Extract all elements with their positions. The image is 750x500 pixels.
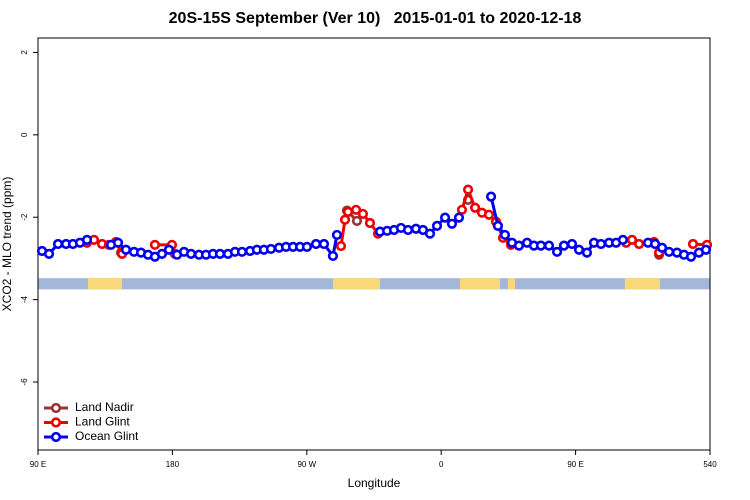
point	[335, 240, 347, 252]
land-strip	[624, 278, 660, 290]
point	[617, 234, 629, 245]
point	[185, 248, 197, 259]
point	[453, 212, 465, 223]
point	[543, 240, 555, 251]
point	[446, 218, 458, 229]
point	[120, 244, 132, 255]
point	[402, 224, 414, 236]
point	[163, 244, 175, 255]
point	[535, 240, 547, 251]
x-tick-label: 90 E	[30, 460, 46, 469]
y-tick-label: 2	[20, 50, 29, 55]
point	[685, 251, 697, 262]
y-tick-label: -6	[20, 378, 29, 386]
x-tick-label: 90 W	[297, 460, 316, 469]
point	[350, 204, 362, 215]
point	[663, 246, 675, 257]
point	[626, 234, 638, 245]
point	[318, 238, 330, 250]
x-axis-label: Longitude	[348, 476, 401, 490]
point	[566, 238, 578, 250]
y-axis-label: XCO2 - MLO trend (ppm)	[0, 177, 14, 312]
point	[342, 206, 354, 217]
point	[310, 238, 322, 250]
land-strip	[332, 278, 380, 290]
point	[499, 229, 511, 241]
point	[339, 214, 351, 225]
land-strip	[460, 278, 501, 290]
x-tick-label: 90 E	[567, 460, 583, 469]
point	[439, 212, 451, 223]
point	[424, 228, 436, 239]
point	[214, 248, 226, 259]
point	[52, 238, 64, 250]
point	[81, 234, 93, 245]
point	[483, 209, 495, 220]
point	[595, 238, 607, 250]
y-tick-label: -2	[20, 213, 29, 221]
point	[112, 237, 124, 248]
point	[551, 246, 563, 257]
land-strip	[88, 278, 123, 290]
point	[633, 238, 645, 250]
point	[687, 238, 699, 250]
point	[485, 191, 497, 202]
point	[656, 242, 668, 253]
point	[327, 250, 339, 262]
y-tick-label: -4	[20, 296, 29, 304]
point	[357, 208, 369, 220]
x-tick-label: 540	[703, 460, 717, 469]
point	[265, 243, 277, 255]
point	[236, 246, 248, 257]
legend-point	[50, 402, 62, 414]
point	[700, 244, 712, 255]
legend-label: Land Nadir	[75, 400, 134, 414]
legend-label: Land Glint	[75, 415, 130, 429]
point	[462, 184, 474, 195]
point	[301, 241, 313, 252]
point	[581, 247, 593, 258]
legend-point	[50, 417, 62, 428]
point	[492, 220, 504, 231]
point	[364, 217, 376, 229]
legend-label: Ocean Glint	[75, 429, 139, 443]
y-tick-label: 0	[20, 132, 29, 137]
x-tick-label: 180	[166, 460, 180, 469]
legend-point	[50, 431, 62, 443]
chart-title: 20S-15S September (Ver 10) 2015-01-01 to…	[169, 10, 582, 27]
point	[431, 220, 443, 231]
point	[573, 244, 585, 255]
point	[456, 204, 468, 215]
x-tick-label: 0	[439, 460, 444, 469]
point	[156, 248, 168, 259]
point	[149, 239, 161, 250]
point	[513, 240, 525, 251]
land-strip	[507, 278, 515, 290]
point	[351, 215, 363, 227]
point	[43, 248, 55, 259]
point	[469, 202, 481, 213]
point	[331, 229, 343, 241]
point	[558, 240, 570, 251]
